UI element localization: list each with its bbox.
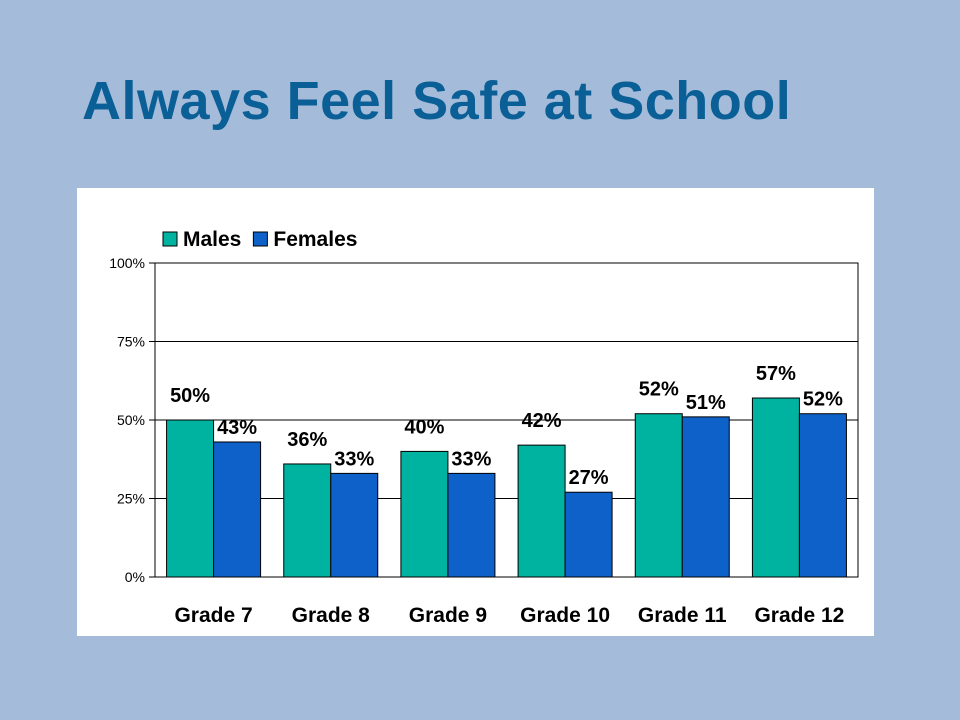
y-axis: 0% 25% 50% 75% 100%: [109, 255, 155, 585]
data-label-males: 40%: [404, 416, 444, 438]
y-tick-label: 50%: [117, 412, 145, 428]
y-tick-label: 100%: [109, 255, 145, 271]
x-tick-label: Grade 7: [174, 604, 252, 627]
data-label-males: 42%: [522, 410, 562, 432]
bar-males-grade-11: [634, 413, 683, 578]
x-tick-label: Grade 11: [638, 604, 727, 627]
data-label-females: 27%: [569, 467, 609, 489]
bar-females-grade-9: [447, 472, 496, 578]
bar-females-grade-11: [681, 416, 730, 578]
bar-males-grade-8: [283, 463, 332, 578]
bar-males-grade-9: [400, 450, 449, 578]
slide-title: Always Feel Safe at School: [82, 71, 792, 131]
legend-label-females: Females: [273, 228, 357, 251]
y-tick-label: 75%: [117, 334, 145, 350]
data-label-males: 57%: [756, 363, 796, 385]
x-axis: Grade 7 Grade 8 Grade 9 Grade 10 Grade 11 Gra…: [174, 604, 844, 627]
bar-males-grade-12: [751, 397, 800, 578]
bar-females-grade-10: [564, 491, 613, 578]
data-label-males: 50%: [170, 385, 210, 407]
data-label-females: 51%: [686, 392, 726, 414]
legend-swatch-males: [162, 231, 178, 247]
bar-females-grade-12: [798, 413, 847, 578]
data-label-females: 33%: [334, 448, 374, 470]
y-tick-label: 25%: [117, 491, 145, 507]
bar-males-grade-7: [166, 419, 215, 578]
data-label-males: 52%: [639, 379, 679, 401]
bar-females-grade-7: [213, 441, 262, 578]
data-label-males: 36%: [287, 429, 327, 451]
legend-label-males: Males: [183, 228, 241, 251]
x-tick-label: Grade 10: [520, 604, 610, 627]
chart-legend: Males Females: [162, 228, 357, 251]
legend-swatch-females: [252, 231, 268, 247]
x-tick-label: Grade 8: [292, 604, 371, 627]
data-labels: 50% 43% 36% 33% 40% 33% 42% 27% 52% 51% 57% 52%: [170, 363, 843, 489]
chart-bars: [166, 397, 847, 578]
bar-males-grade-10: [517, 444, 566, 578]
x-tick-label: Grade 9: [409, 604, 487, 627]
x-tick-label: Grade 12: [754, 604, 844, 627]
bar-chart: Males Females 0%25%50%75%100% Grade 7 Grad…: [109, 228, 859, 627]
data-label-females: 33%: [451, 448, 491, 470]
bar-females-grade-8: [330, 472, 379, 578]
chart-panel: Males Females 0% 25% 50% 75% 100% Grade 7 Grad…: [77, 188, 874, 636]
data-label-females: 43%: [217, 417, 257, 439]
data-label-females: 52%: [803, 389, 843, 411]
y-tick-label: 0%: [125, 569, 145, 585]
